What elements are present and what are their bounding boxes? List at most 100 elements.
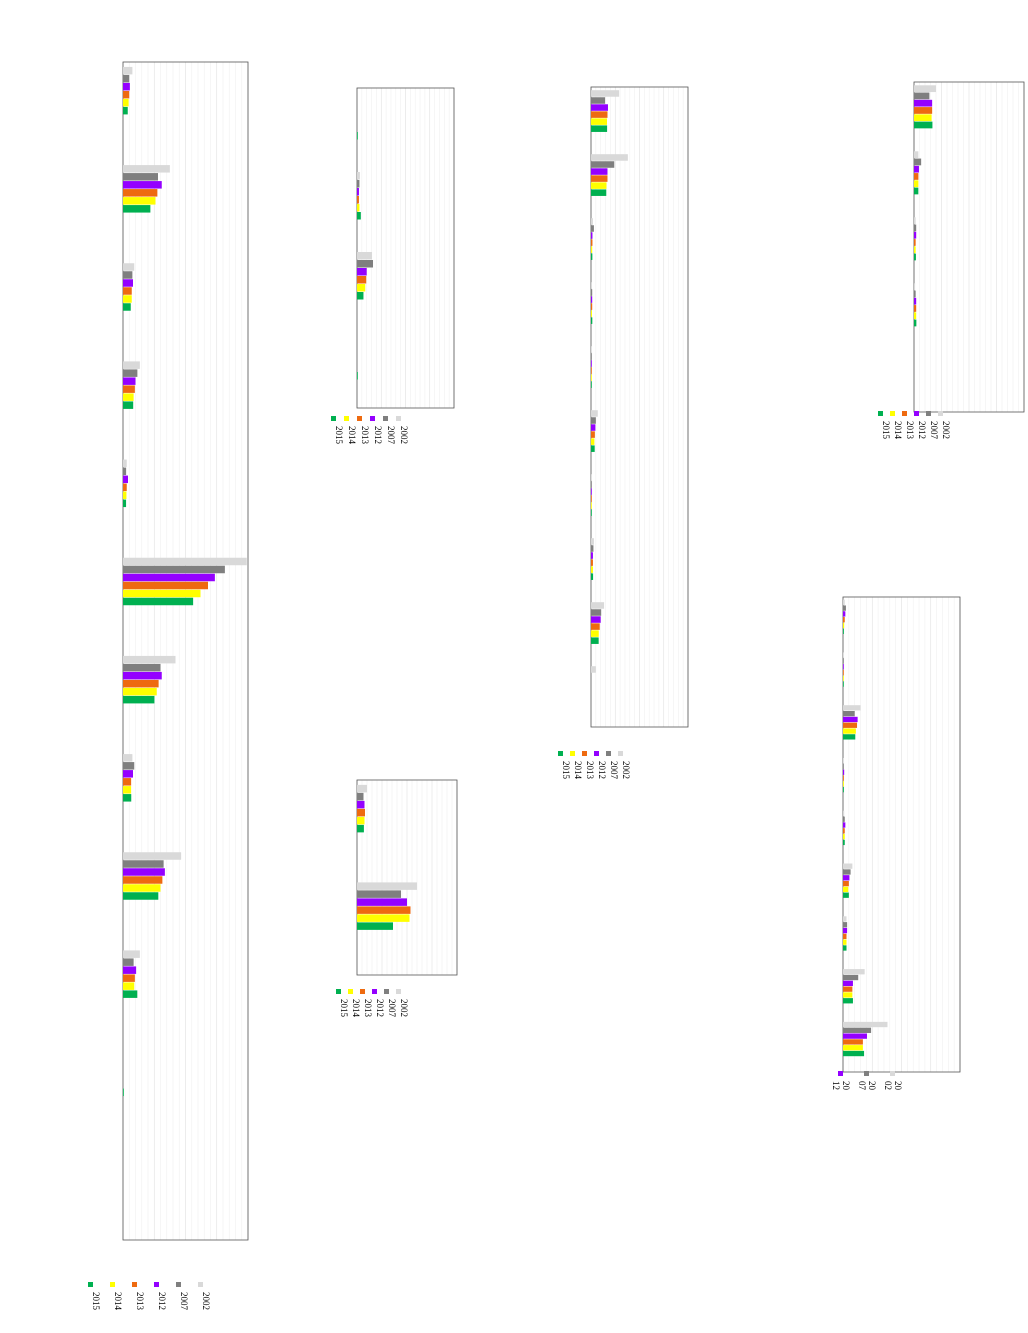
legend-swatch [383,416,388,421]
legend-label: 02 [883,1081,893,1090]
bar-2014 [357,914,410,922]
bar-2014 [123,491,127,500]
bar-2007 [123,173,158,181]
legend-label: 20 [893,1081,903,1091]
bar-2013 [914,305,917,312]
bar-2014 [843,781,844,787]
bar-2012 [123,966,137,974]
bar-2007 [591,225,594,232]
bar-2007 [591,161,615,168]
bar-2013 [123,287,132,295]
bar-2013 [591,367,592,374]
legend-label: 2013 [905,421,915,440]
bar-2014 [123,197,156,205]
legend-label: 2007 [179,1292,189,1311]
bar-2007 [123,958,134,966]
bar-2013 [591,303,593,310]
bar-2015 [591,189,607,196]
legend-label: 20 [841,1081,851,1091]
bar-2013 [357,808,365,817]
bar-2002 [591,538,594,545]
bar-2002 [843,863,853,869]
bar-2007 [591,481,592,488]
bar-2007 [357,890,401,898]
bar-2015 [591,125,608,132]
bar-2002 [591,410,598,417]
legend-label: 12 [831,1081,841,1090]
bar-2012 [591,616,601,623]
plot-area [356,87,455,409]
bar-2002 [123,66,133,75]
legend-swatch [864,1071,869,1076]
bar-2007 [843,922,848,928]
bar-2002 [123,557,247,566]
bar-2014 [123,786,132,794]
legend-swatch [594,751,599,756]
bar-2015 [123,106,128,115]
legend-label: 2002 [399,426,409,444]
bar-2002 [843,810,845,817]
bar-2015 [357,212,361,220]
bar-2015 [123,892,159,900]
bar-2013 [591,431,595,438]
bar-2007 [123,860,164,868]
bar-2007 [843,1027,872,1033]
bar-2015 [914,187,919,195]
bar-2007 [123,762,135,770]
bar-2007 [591,609,602,616]
bar-2015 [843,945,847,951]
legend-swatch [198,1282,203,1287]
legend-label: 2014 [351,999,361,1018]
bar-2014 [123,98,129,107]
bar-2015 [843,628,844,634]
legend-swatch [176,1282,181,1287]
legend-label: 2015 [339,999,349,1018]
bar-2015 [357,824,364,833]
legend-label: 2015 [561,761,571,780]
bar-2007 [357,260,374,268]
bar-2014 [591,246,593,253]
legend-swatch [331,416,336,421]
bar-2002 [914,85,936,93]
legend-label: 2012 [375,999,385,1017]
bar-2002 [843,652,844,658]
legend-label: 2013 [585,761,595,780]
bar-2012 [123,671,162,680]
legend-swatch [372,989,377,994]
legend-label: 2002 [941,421,951,439]
bar-2007 [591,289,593,296]
bar-2012 [914,231,917,239]
bar-2012 [591,232,593,239]
plot-area [122,61,249,1241]
bar-2002 [357,882,417,890]
bar-2013 [357,196,359,204]
bar-2013 [123,974,135,982]
bar-2015 [357,132,358,140]
legend-swatch [344,416,349,421]
bar-2007 [843,605,846,611]
bar-2015 [914,121,933,129]
bar-2007 [843,711,855,717]
bar-2014 [914,180,919,188]
bar-2014 [843,992,853,998]
bar-2013 [123,679,159,688]
bar-2002 [914,151,919,159]
bar-2002 [357,172,360,180]
bar-2013 [591,495,592,502]
bar-2015 [123,597,194,606]
legend-swatch [396,989,401,994]
bar-2002 [843,1021,888,1028]
bar-2015 [123,205,151,213]
legend-label: 2015 [334,426,344,445]
bar-2013 [123,778,132,786]
legend-swatch [582,751,587,756]
legend-label: 07 [857,1081,867,1091]
legend-swatch [926,411,931,416]
bar-2014 [123,393,134,401]
bar-2013 [843,828,845,834]
bar-2002 [591,602,605,609]
legend-swatch [938,411,943,416]
